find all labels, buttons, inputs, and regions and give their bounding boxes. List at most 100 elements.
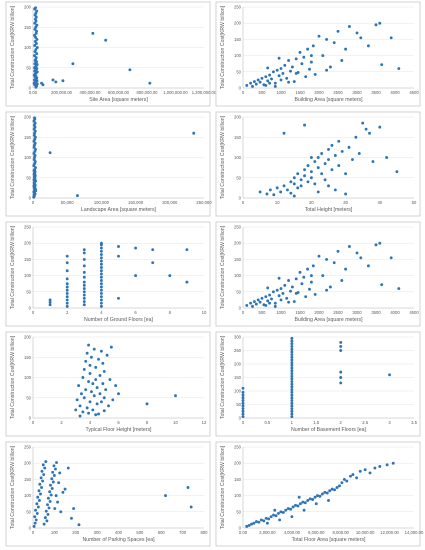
x-tick-label: 4500 bbox=[409, 90, 419, 95]
x-tick-label: 2 bbox=[340, 420, 343, 425]
scatter-point bbox=[316, 494, 319, 498]
x-axis-title: Landscape Area [square meters] bbox=[81, 207, 157, 213]
scatter-point bbox=[273, 301, 277, 305]
scatter-point bbox=[34, 56, 38, 60]
scatter-point bbox=[306, 164, 310, 168]
scatter-point bbox=[54, 80, 58, 84]
scatter-point bbox=[279, 190, 283, 194]
y-tick-label: 100 bbox=[234, 155, 242, 160]
scatter-point bbox=[327, 158, 330, 161]
scatter-point bbox=[358, 469, 362, 473]
x-tick-label: 10 bbox=[173, 420, 178, 425]
scatter-point bbox=[104, 388, 108, 392]
scatter-point bbox=[344, 267, 348, 271]
scatter-point bbox=[241, 399, 245, 402]
panel-border bbox=[215, 441, 421, 547]
scatter-point bbox=[32, 524, 36, 528]
scatter-point bbox=[42, 473, 46, 476]
scatter-point bbox=[287, 279, 291, 282]
scatter-point bbox=[337, 164, 341, 168]
scatter-point bbox=[39, 476, 43, 480]
x-tick-label: 0 bbox=[32, 200, 35, 205]
x-tick-label: 3500 bbox=[371, 90, 381, 95]
scatter-point bbox=[385, 463, 389, 467]
x-tick-label: 14,000.00 bbox=[405, 530, 424, 535]
x-tick-label: 400 bbox=[115, 530, 123, 535]
scatter-point bbox=[359, 256, 363, 260]
scatter-point bbox=[325, 68, 329, 72]
scatter-point bbox=[59, 510, 63, 514]
scatter-point bbox=[102, 396, 106, 400]
scatter-point bbox=[266, 299, 270, 303]
x-tick-label: 6,000.00 bbox=[308, 530, 325, 535]
scatter-point bbox=[357, 152, 361, 155]
scatter-point bbox=[342, 477, 346, 481]
scatter-point bbox=[51, 480, 55, 484]
scatter-point bbox=[279, 78, 283, 82]
scatter-point bbox=[290, 396, 294, 400]
scatter-point bbox=[292, 182, 296, 186]
scatter-point bbox=[340, 149, 344, 153]
scatter-point bbox=[279, 298, 283, 302]
scatter-point bbox=[273, 304, 277, 308]
scatter-point bbox=[344, 192, 348, 196]
scatter-point bbox=[281, 510, 285, 514]
scatter-point bbox=[117, 244, 120, 248]
scatter-point bbox=[282, 131, 286, 135]
scatter-point bbox=[189, 505, 193, 509]
scatter-point bbox=[351, 473, 355, 476]
scatter-point bbox=[99, 282, 103, 286]
y-tick-label: 250 bbox=[234, 348, 242, 353]
y-tick-label: 0 bbox=[239, 196, 242, 201]
y-tick-label: 50 bbox=[26, 65, 31, 70]
y-tick-label: 100 bbox=[24, 155, 32, 160]
scatter-point bbox=[272, 193, 276, 197]
y-tick-label: 250 bbox=[234, 225, 242, 230]
scatter-point bbox=[44, 509, 48, 513]
scatter-point bbox=[303, 123, 307, 127]
scatter-point bbox=[257, 520, 261, 524]
scatter-point bbox=[300, 62, 304, 66]
scatter-point bbox=[385, 156, 389, 159]
y-tick-label: 50 bbox=[236, 509, 241, 514]
scatter-point bbox=[321, 54, 325, 58]
scatter-point bbox=[65, 269, 69, 273]
scatter-point bbox=[82, 296, 86, 300]
scatter-point bbox=[290, 380, 294, 383]
scatter-point bbox=[303, 168, 307, 172]
x-tick-label: 600,000.00 bbox=[108, 90, 130, 95]
y-tick-label: 250 bbox=[234, 445, 242, 450]
scatter-point bbox=[65, 301, 69, 305]
scatter-point bbox=[290, 369, 294, 373]
y-axis-title: Total Construction Cost[KRW billion] bbox=[10, 335, 16, 419]
scatter-point bbox=[290, 377, 294, 381]
y-tick-label: 150 bbox=[234, 477, 242, 482]
scatter-point bbox=[354, 135, 358, 139]
scatter-point bbox=[378, 125, 382, 129]
scatter-point bbox=[241, 390, 245, 394]
x-tick-label: 30 bbox=[343, 200, 348, 205]
scatter-point bbox=[283, 283, 287, 287]
scatter-point bbox=[373, 466, 377, 470]
scatter-point bbox=[57, 481, 61, 485]
scatter-point bbox=[271, 70, 275, 74]
y-tick-label: 250 bbox=[24, 445, 32, 450]
scatter-point bbox=[268, 293, 272, 297]
chart-panel-8: 0 50 100 150 200 250 300 0 0.5 1 1.5 2 2.5 3 3.5 Number… bbox=[215, 331, 421, 437]
x-tick-label: 0 bbox=[242, 90, 245, 95]
scatter-point bbox=[336, 29, 340, 33]
scatter-point bbox=[41, 463, 45, 467]
scatter-point bbox=[337, 139, 341, 143]
scatter-point bbox=[328, 285, 332, 289]
scatter-point bbox=[185, 280, 189, 284]
scatter-point bbox=[368, 471, 372, 475]
scatter-point bbox=[58, 471, 62, 475]
scatter-point bbox=[108, 378, 112, 381]
x-tick-label: 40 bbox=[377, 200, 382, 205]
scatter-point bbox=[355, 251, 359, 255]
x-tick-label: 0 bbox=[242, 310, 245, 315]
scatter-point bbox=[268, 301, 272, 305]
scatter-point bbox=[309, 176, 313, 180]
x-tick-label: 500 bbox=[136, 530, 144, 535]
